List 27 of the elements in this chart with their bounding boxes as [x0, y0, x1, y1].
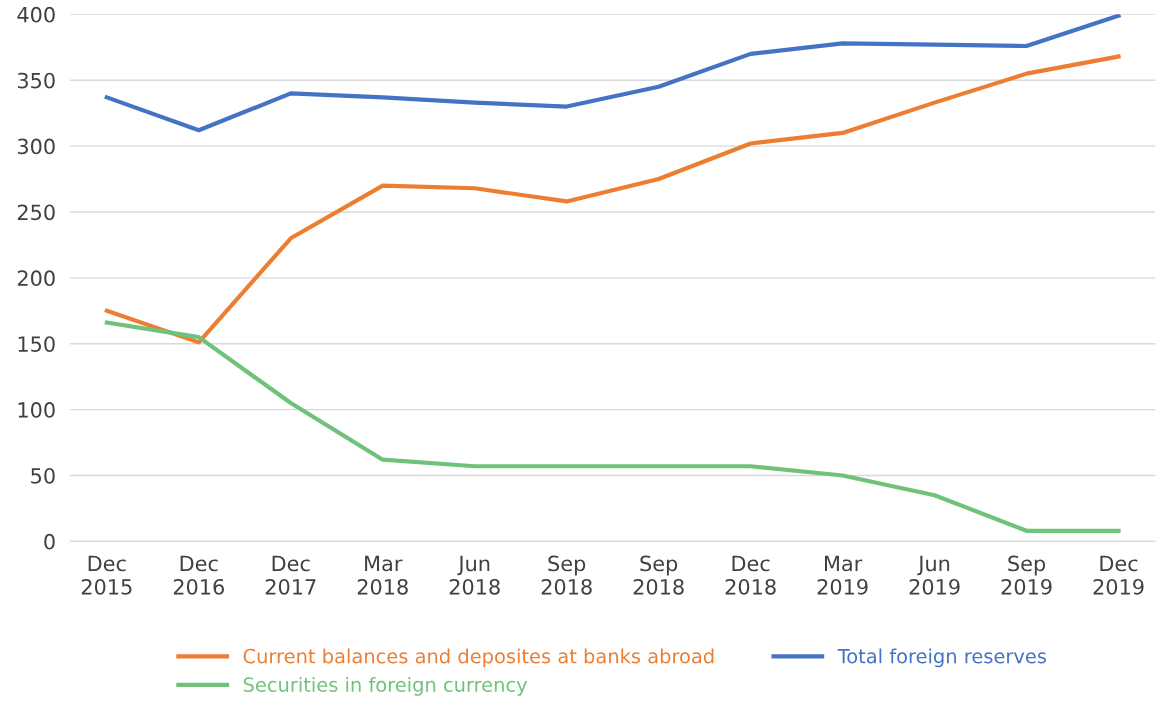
x-tick-label: Dec 2018	[725, 555, 776, 595]
y-tick-label: 400	[17, 6, 55, 23]
x-tick-label: Jun 2018	[449, 555, 500, 595]
y-tick-label: 0	[44, 533, 55, 550]
y-tick-label: 350	[17, 72, 55, 89]
x-tick-label: Sep 2019	[1001, 555, 1052, 595]
x-tick-label: Jun 2019	[909, 555, 960, 595]
y-tick-label: 250	[17, 204, 55, 221]
y-tick-label: 300	[17, 138, 55, 155]
x-tick-label: Dec 2019	[1093, 555, 1144, 595]
line-series	[104, 320, 1121, 533]
legend-label: Total foreign reserves	[837, 648, 1047, 668]
line-series	[104, 14, 1121, 133]
legend-label: Securities in foreign currency	[243, 676, 528, 696]
x-tick-label: Dec 2016	[173, 555, 224, 595]
y-tick-label: 200	[17, 270, 55, 287]
y-tick-label: 100	[18, 402, 55, 418]
y-tick-label: 150	[18, 336, 55, 352]
line-series	[104, 54, 1121, 345]
x-tick-label: Mar 2018	[357, 555, 408, 595]
x-tick-label: Dec 2015	[81, 555, 132, 595]
x-tick-label: Mar 2019	[817, 555, 868, 595]
x-tick-label: Dec 2017	[265, 555, 316, 595]
legend-label: Current balances and deposites at banks abroad	[243, 648, 714, 668]
x-tick-label: Sep 2018	[541, 555, 592, 595]
y-tick-label: 50	[31, 467, 55, 484]
x-tick-label: Sep 2018	[633, 555, 684, 595]
